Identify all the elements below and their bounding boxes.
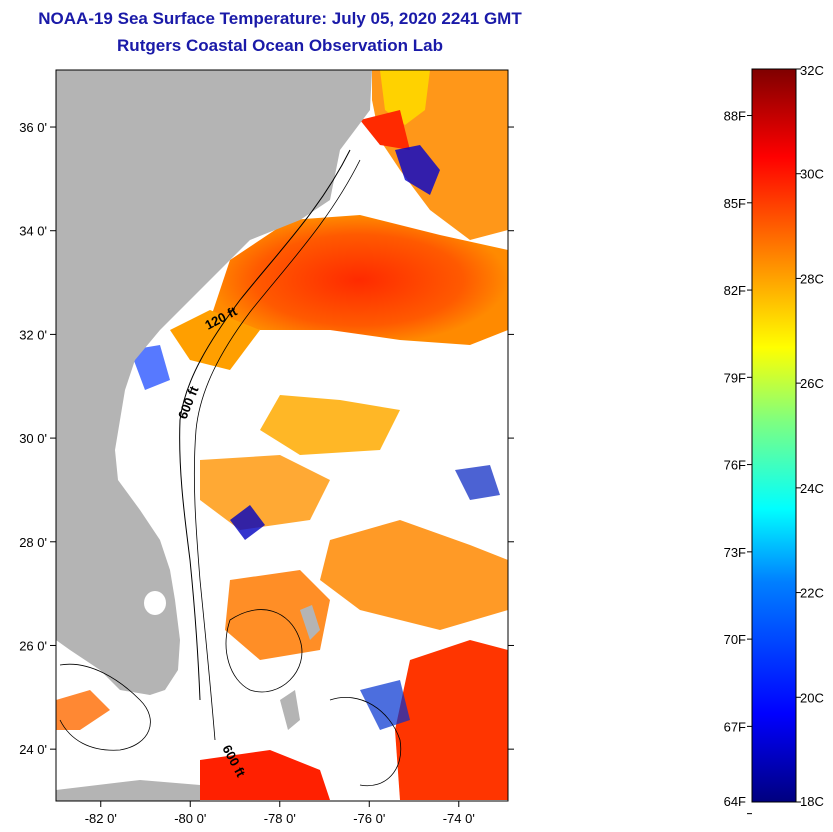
lat-label: 28 0' [19,535,47,550]
lat-label: 24 0' [19,742,47,757]
colorbar-fahrenheit-label: 76F [724,458,746,473]
lon-label: -80 0' [174,811,206,826]
map-area: 120 ft 600 ft 600 ft [55,69,509,802]
map-subtitle: Rutgers Coastal Ocean Observation Lab [117,36,443,55]
colorbar-celsius-label: 24C [800,481,824,496]
lat-label: 26 0' [19,638,47,653]
colorbar-fahrenheit-ticks: 88F 85F 82F 79F 76F 73F 70F 67F 64F [724,109,752,815]
land-cuba [56,780,200,801]
map-title: NOAA-19 Sea Surface Temperature: July 05… [38,9,522,28]
land-bahamas-1 [300,605,320,640]
lon-label: -74 0' [443,811,475,826]
land-us-coast [56,70,372,695]
colorbar-celsius-ticks: 32C 30C 28C 26C 24C 22C 20C 18C [796,63,824,809]
longitude-axis: -82 0' -80 0' -78 0' -76 0' -74 0' [85,801,475,826]
colorbar-gradient [751,68,797,803]
colorbar-fahrenheit-label: 88F [724,109,746,124]
colorbar-fahrenheit-label: 73F [724,545,746,560]
land-bahamas-2 [280,690,300,730]
lat-label: 30 0' [19,431,47,446]
colorbar-celsius-label: 22C [800,586,824,601]
colorbar-fahrenheit-label: 70F [724,632,746,647]
lon-label: -78 0' [264,811,296,826]
colorbar-fahrenheit-label: 64F [724,794,746,809]
colorbar-celsius-label: 32C [800,63,824,78]
lat-label: 36 0' [19,120,47,135]
colorbar-fahrenheit-label: 79F [724,370,746,385]
lon-label: -82 0' [85,811,117,826]
colorbar-fahrenheit-label: 82F [724,283,746,298]
colorbar-fahrenheit-label: 85F [724,196,746,211]
lat-label: 34 0' [19,224,47,239]
lon-label: -76 0' [353,811,385,826]
latitude-axis: 36 0' 34 0' 32 0' 30 0' 28 0' 26 0' 24 0' [19,120,514,757]
colorbar: 32C 30C 28C 26C 24C 22C 20C 18C 88F 85F 82F 79F 76F… [724,63,824,815]
colorbar-celsius-label: 20C [800,690,824,705]
colorbar-celsius-label: 26C [800,376,824,391]
colorbar-celsius-label: 18C [800,794,824,809]
colorbar-fahrenheit-label: 67F [724,719,746,734]
sst-ocean-carolinas [210,215,508,345]
colorbar-celsius-label: 30C [800,167,824,182]
colorbar-celsius-label: 28C [800,271,824,286]
lat-label: 32 0' [19,327,47,342]
